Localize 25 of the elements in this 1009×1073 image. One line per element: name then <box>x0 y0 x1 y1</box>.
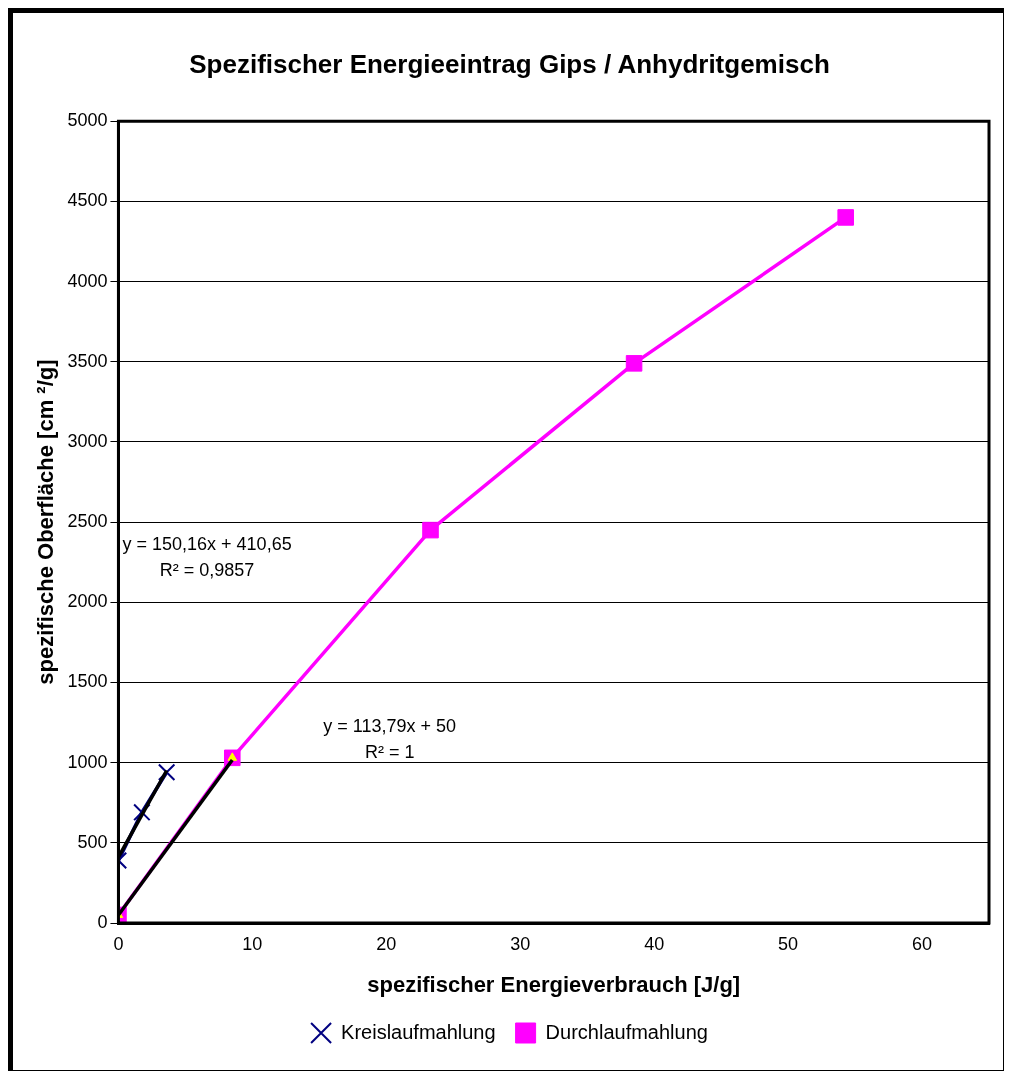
y-tick-label: 4000 <box>67 270 108 291</box>
y-tick-label: 4500 <box>67 190 108 211</box>
x-tick-label: 0 <box>113 933 124 954</box>
y-tick-label: 1500 <box>67 671 108 692</box>
chart-title: Spezifischer Energieeintrag Gips / Anhydritgemisch <box>189 48 830 79</box>
y-tick-label: 3000 <box>67 430 108 451</box>
annotation: y = 150,16x + 410,65 R² = 0,9857 <box>122 533 292 580</box>
y-tick-label: 1000 <box>67 751 108 772</box>
x-tick-label: 20 <box>376 933 397 954</box>
x-tick-label: 40 <box>644 933 665 954</box>
x-axis-title: spezifischer Energieverbrauch [J/g] <box>367 971 741 997</box>
x-tick-label: 60 <box>912 933 933 954</box>
y-tick-label: 5000 <box>67 110 108 131</box>
x-tick-label: 50 <box>778 933 799 954</box>
legend-label: Durchlaufmahlung <box>545 1020 708 1043</box>
annotation: y = 113,79x + 50 R² = 1 <box>323 716 457 763</box>
y-axis-title: spezifische Oberfläche [cm ²/g] <box>33 359 59 685</box>
x-tick-label: 30 <box>510 933 531 954</box>
y-tick-label: 2000 <box>67 591 108 612</box>
y-tick-label: 2500 <box>67 511 108 532</box>
y-tick-label: 500 <box>77 831 108 852</box>
x-tick-label: 10 <box>242 933 263 954</box>
y-tick-label: 3500 <box>67 350 108 371</box>
legend-label: Kreislaufmahlung <box>341 1020 496 1043</box>
y-tick-label: 0 <box>97 911 108 932</box>
